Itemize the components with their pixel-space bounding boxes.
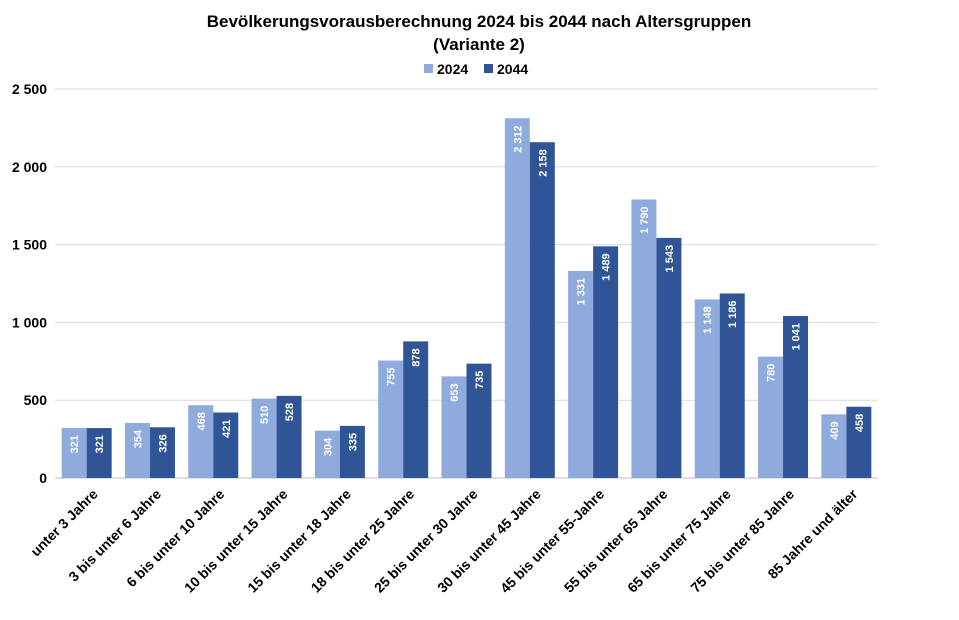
data-label-2024: 468 [196,412,208,430]
data-label-2024: 1 790 [639,206,651,234]
legend: 2024 2044 [424,61,528,77]
data-label-2044: 458 [854,414,866,432]
bar-2024 [758,356,784,478]
bar-2044 [86,428,112,478]
y-tick-label: 0 [39,470,47,486]
bar-2044 [529,142,555,478]
legend-label-2024: 2024 [437,61,468,77]
x-category-label: 30 bis unter 45 Jahre [434,486,544,596]
bar-2024 [188,405,214,478]
data-label-2044: 1 489 [601,253,613,281]
bar-2044 [466,363,492,478]
bar-2044 [403,341,429,478]
y-tick-label: 500 [24,392,48,408]
data-label-2024: 321 [69,435,81,453]
data-label-2044: 326 [157,434,169,452]
data-label-2044: 321 [94,435,106,453]
data-label-2044: 335 [347,433,359,451]
y-tick-label: 2 500 [12,81,47,97]
data-label-2024: 755 [386,368,398,386]
x-category-label: 55 bis unter 65 Jahre [561,486,671,596]
chart-subtitle: (Variante 2) [433,35,525,54]
data-label-2044: 878 [411,348,423,366]
x-category-label: 45 bis unter 55-Jahre [497,486,608,597]
bar-2024 [251,398,277,478]
data-label-2024: 780 [766,364,778,382]
bar-2024 [61,428,87,478]
y-tick-label: 1 500 [12,237,47,253]
x-category-label: 15 bis unter 18 Jahre [244,486,354,596]
legend-swatch-2044 [484,64,493,73]
x-category-label: 10 bis unter 15 Jahre [181,486,291,596]
bar-2044 [719,293,745,478]
bars [61,118,872,478]
bar-2044 [846,406,872,478]
data-label-2044: 1 041 [791,323,803,351]
bar-2024 [631,199,657,478]
data-label-2024: 354 [132,429,144,448]
data-label-2024: 409 [829,421,841,439]
bar-2024 [821,414,847,478]
bar-2024 [441,376,467,478]
data-label-2044: 1 543 [664,245,676,273]
bar-2044 [783,316,809,478]
bar-2044 [213,412,239,478]
bar-2024 [378,360,404,478]
data-label-2044: 2 158 [537,149,549,177]
data-label-2044: 528 [284,403,296,421]
bar-2024 [504,118,530,478]
bar-2044 [149,427,175,478]
data-label-2024: 2 312 [512,125,524,153]
data-labels: 321 321 354 326 468 421 510 528 304 335 755 878 653 7… [69,125,866,456]
bar-2024 [124,422,150,478]
bar-2024 [314,430,340,478]
data-label-2024: 304 [322,437,334,456]
x-category-label: 65 bis unter 75 Jahre [624,486,734,596]
bar-2044 [656,237,682,478]
bar-2044 [593,246,619,478]
data-label-2024: 510 [259,406,271,424]
legend-label-2044: 2044 [497,61,528,77]
bar-2044 [276,395,302,478]
y-tick-label: 1 000 [12,314,47,330]
data-label-2024: 1 331 [576,278,588,306]
data-label-2044: 735 [474,371,486,389]
data-label-2044: 421 [221,419,233,437]
x-category-label: 75 bis unter 85 Jahre [687,486,797,596]
x-category-label: 25 bis unter 30 Jahre [371,486,481,596]
bar-2024 [568,270,594,478]
data-label-2044: 1 186 [727,300,739,328]
data-label-2024: 1 148 [702,306,714,334]
y-axis-ticks: 0 500 1 000 1 500 2 000 2 500 [12,81,47,486]
bar-2044 [339,425,365,478]
data-label-2024: 653 [449,383,461,401]
x-category-label: 18 bis unter 25 Jahre [308,486,418,596]
legend-swatch-2024 [424,64,433,73]
y-tick-label: 2 000 [12,159,47,175]
chart-title: Bevölkerungsvorausberechnung 2024 bis 20… [207,12,752,31]
bar-2024 [694,299,720,478]
